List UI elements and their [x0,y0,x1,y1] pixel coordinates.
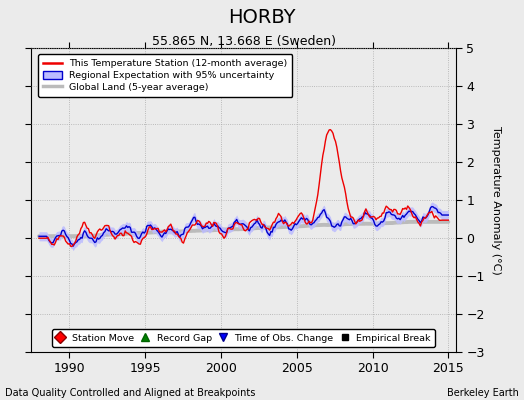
Legend: Station Move, Record Gap, Time of Obs. Change, Empirical Break: Station Move, Record Gap, Time of Obs. C… [52,329,435,347]
Y-axis label: Temperature Anomaly (°C): Temperature Anomaly (°C) [492,126,501,274]
Text: HORBY: HORBY [228,8,296,27]
Title: 55.865 N, 13.668 E (Sweden): 55.865 N, 13.668 E (Sweden) [151,35,336,48]
Text: Berkeley Earth: Berkeley Earth [447,388,519,398]
Text: Data Quality Controlled and Aligned at Breakpoints: Data Quality Controlled and Aligned at B… [5,388,256,398]
